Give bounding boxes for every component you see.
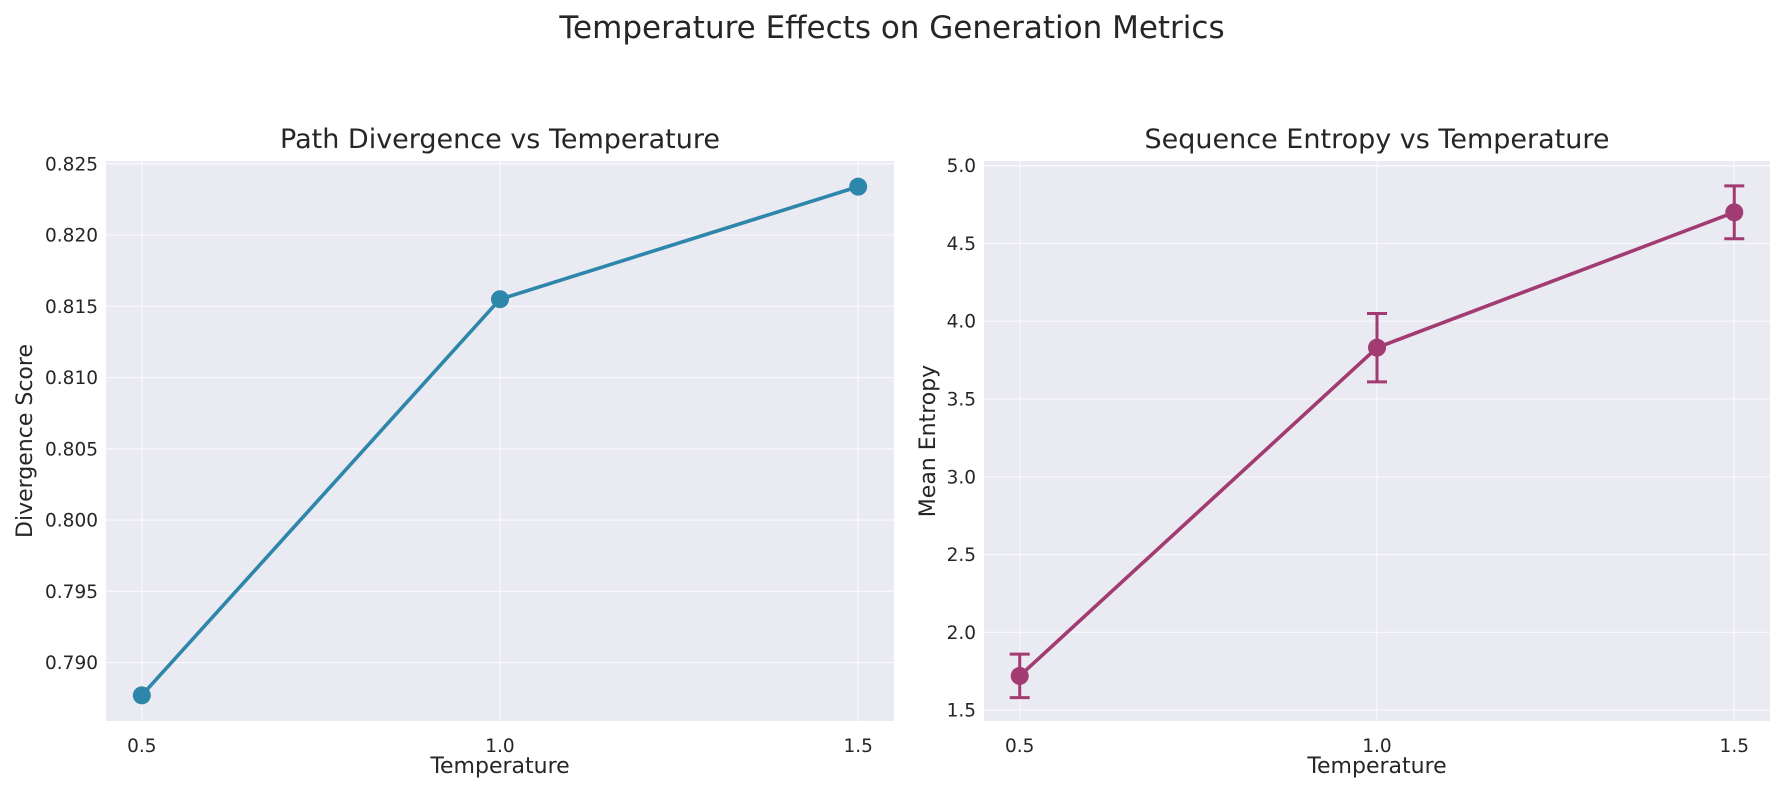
divergence-marks bbox=[132, 177, 868, 705]
entropy-y-tick-label: 4.0 bbox=[947, 312, 976, 333]
entropy-y-tick-label: 1.5 bbox=[947, 701, 976, 722]
entropy-data-point bbox=[1725, 203, 1744, 222]
entropy-x-tick-label: 1.0 bbox=[1362, 736, 1391, 757]
divergence-x-tick-label: 1.5 bbox=[843, 736, 872, 757]
divergence-panel: 0.790 0.795 0.800 0.805 0.810 0.815 0.820 0.825… bbox=[13, 124, 894, 779]
entropy-y-tick-label: 5.0 bbox=[947, 156, 976, 177]
entropy-y-tick-label: 3.5 bbox=[947, 390, 976, 411]
entropy-x-label: Temperature bbox=[1306, 754, 1446, 779]
divergence-y-tick-label: 0.795 bbox=[45, 582, 98, 603]
divergence-data-point bbox=[491, 290, 509, 309]
divergence-x-label: Temperature bbox=[429, 754, 569, 779]
divergence-data-point bbox=[849, 177, 868, 196]
entropy-x-tick-label: 1.5 bbox=[1720, 736, 1749, 757]
divergence-y-tick-label: 0.825 bbox=[45, 154, 98, 175]
divergence-y-label: Divergence Score bbox=[13, 344, 38, 538]
entropy-data-point bbox=[1010, 666, 1029, 685]
entropy-y-tick-label: 4.5 bbox=[947, 234, 976, 255]
divergence-y-tick-label: 0.805 bbox=[45, 439, 98, 460]
entropy-panel: 1.5 2.0 2.5 3.0 3.5 4.0 4.5 5.0 0.5 1.0 1.5 Sequen… bbox=[916, 124, 1770, 779]
divergence-y-tick-label: 0.800 bbox=[45, 511, 98, 532]
entropy-y-tick-label: 3.0 bbox=[947, 467, 976, 488]
entropy-x-tick-label: 0.5 bbox=[1005, 736, 1034, 757]
divergence-gridlines bbox=[106, 161, 894, 721]
divergence-x-tick-label: 1.0 bbox=[485, 736, 514, 757]
divergence-y-tick-label: 0.815 bbox=[45, 297, 98, 318]
entropy-data-point bbox=[1368, 338, 1386, 357]
entropy-title: Sequence Entropy vs Temperature bbox=[1145, 124, 1610, 155]
entropy-y-label: Mean Entropy bbox=[916, 365, 941, 517]
divergence-data-point bbox=[132, 686, 151, 705]
figure-suptitle: Temperature Effects on Generation Metric… bbox=[558, 10, 1224, 46]
entropy-marks bbox=[1009, 184, 1745, 700]
divergence-title: Path Divergence vs Temperature bbox=[280, 124, 720, 155]
entropy-y-tick-label: 2.5 bbox=[947, 545, 976, 566]
entropy-y-tick-label: 2.0 bbox=[947, 623, 976, 644]
entropy-ticks: 1.5 2.0 2.5 3.0 3.5 4.0 4.5 5.0 0.5 1.0 1.5 bbox=[947, 156, 1749, 757]
divergence-y-tick-label: 0.810 bbox=[45, 368, 98, 389]
divergence-y-tick-label: 0.790 bbox=[45, 653, 98, 674]
divergence-y-tick-label: 0.820 bbox=[45, 226, 98, 247]
divergence-x-tick-label: 0.5 bbox=[127, 736, 156, 757]
divergence-ticks: 0.790 0.795 0.800 0.805 0.810 0.815 0.820 0.825… bbox=[45, 154, 873, 757]
